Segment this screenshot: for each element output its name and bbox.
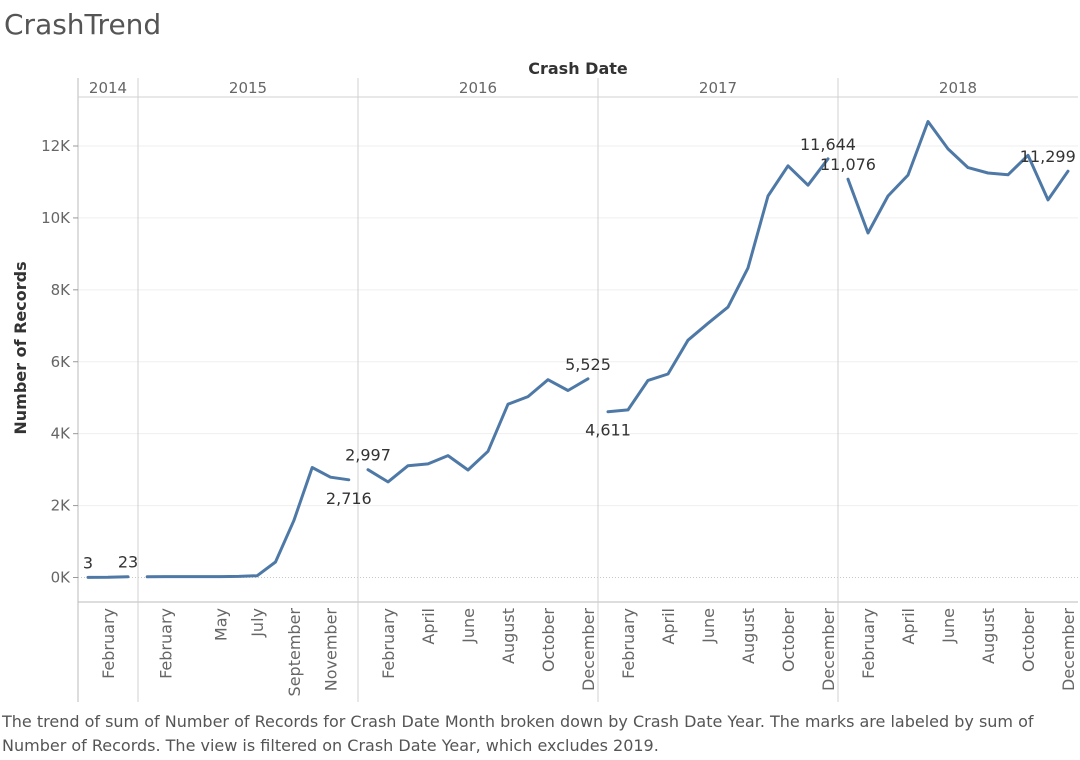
x-tick-label: October (779, 608, 798, 672)
x-tick-label: February (99, 608, 118, 679)
pane-frame (77, 78, 1078, 702)
x-tick-label: June (459, 608, 478, 644)
x-tick-label: December (819, 608, 838, 691)
x-axis-title: Crash Date (528, 59, 628, 78)
series-line-2016 (366, 377, 590, 484)
gridlines (78, 145, 1078, 578)
x-tick-label: April (659, 608, 678, 645)
x-tick-label: April (899, 608, 918, 645)
y-tick-label: 10K (41, 209, 71, 227)
y-tick-label: 2K (51, 497, 72, 515)
y-tick-label: 6K (51, 353, 72, 371)
x-tick-label: May (212, 608, 231, 641)
year-header: 2015 (229, 79, 267, 97)
series-line-2018 (846, 120, 1070, 235)
year-header: 2018 (939, 79, 977, 97)
data-label: 2,716 (326, 489, 372, 508)
line-chart: Crash Date Number of Records 0K 2K 4K 6K 8K 1… (11, 59, 1078, 702)
x-tick-label: December (1059, 608, 1078, 691)
x-tick-label: December (579, 608, 598, 691)
y-tick-label: 0K (51, 569, 72, 587)
x-tick-label: August (739, 608, 758, 664)
year-header: 2014 (89, 79, 127, 97)
chart-caption: The trend of sum of Number of Records fo… (2, 712, 1034, 755)
data-label: 5,525 (565, 355, 611, 374)
y-axis-title: Number of Records (11, 261, 30, 434)
data-label: 3 (83, 553, 93, 572)
x-tick-label: April (419, 608, 438, 645)
x-tick-label: July (248, 608, 267, 638)
x-tick-label: August (979, 608, 998, 664)
x-axis: February February May July September November… (99, 608, 1078, 697)
series-lines (86, 120, 1070, 579)
year-header: 2017 (699, 79, 737, 97)
x-tick-label: August (499, 608, 518, 664)
y-axis: 0K 2K 4K 6K 8K 10K 12K (41, 137, 78, 587)
data-label: 11,644 (800, 135, 856, 154)
data-label: 4,611 (585, 421, 631, 440)
x-tick-label: October (539, 608, 558, 672)
x-tick-label: September (285, 608, 304, 697)
x-tick-label: June (699, 608, 718, 644)
year-header: 2016 (459, 79, 497, 97)
x-tick-label: February (157, 608, 176, 679)
data-label: 11,299 (1020, 147, 1076, 166)
x-tick-label: February (619, 608, 638, 679)
x-tick-label: February (379, 608, 398, 679)
x-tick-label: June (939, 608, 958, 644)
data-label: 23 (118, 553, 138, 572)
year-headers: 2014 2015 2016 2017 2018 (89, 79, 977, 97)
x-tick-label: October (1019, 608, 1038, 672)
y-tick-label: 12K (41, 137, 71, 155)
series-line-2017 (606, 157, 830, 414)
data-label: 2,997 (345, 446, 391, 465)
x-tick-label: February (859, 608, 878, 679)
data-label: 11,076 (820, 155, 876, 174)
y-tick-label: 8K (51, 281, 72, 299)
chart-title: CrashTrend (4, 8, 162, 41)
series-line-2014 (86, 575, 130, 579)
series-line-2015 (145, 466, 351, 579)
y-tick-label: 4K (51, 425, 72, 443)
x-tick-label: November (322, 608, 341, 692)
